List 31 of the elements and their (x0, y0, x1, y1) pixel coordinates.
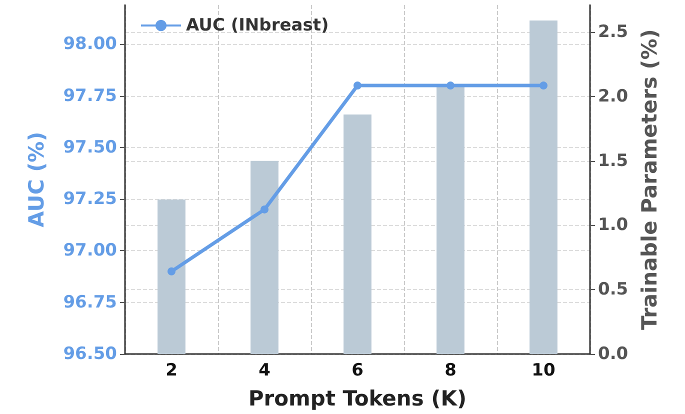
bar (158, 199, 186, 354)
bar (530, 20, 558, 354)
x-tick-label: 4 (258, 360, 271, 380)
x-tick-label: 6 (352, 360, 364, 380)
y-tick-label: 97.25 (63, 189, 117, 210)
y2-axis-title: Trainable Parameters (%) (638, 29, 662, 330)
bar (250, 160, 278, 354)
y2-tick-label: 0.0 (598, 344, 628, 364)
y-tick-label: 97.00 (63, 240, 118, 261)
y-tick-label: 98.00 (63, 34, 118, 54)
y-tick-label: 96.75 (63, 292, 117, 312)
y2-tick-label: 2.5 (598, 22, 628, 42)
y-tick-label: 97.50 (63, 137, 118, 158)
y-axis-title: AUC (%) (24, 132, 48, 228)
point (260, 205, 268, 214)
y2-tick-label: 2.0 (598, 86, 628, 106)
x-axis-title: Prompt Tokens (K) (248, 386, 467, 410)
point (354, 82, 362, 90)
y-tick-label: 97.75 (63, 86, 117, 106)
point (446, 82, 454, 90)
y-tick-label: 96.50 (63, 344, 118, 364)
x-tick-label: 2 (166, 360, 178, 380)
point (168, 267, 176, 276)
x-tick-label: 8 (444, 360, 456, 380)
x-tick-label: 10 (532, 360, 556, 380)
y2-tick-label: 0.5 (598, 280, 628, 300)
point (540, 82, 548, 90)
bar (344, 114, 372, 354)
legend-label: AUC (INbreast) (186, 16, 329, 36)
y2-tick-label: 1.5 (598, 150, 628, 171)
y2-tick-label: 1.0 (598, 215, 628, 236)
